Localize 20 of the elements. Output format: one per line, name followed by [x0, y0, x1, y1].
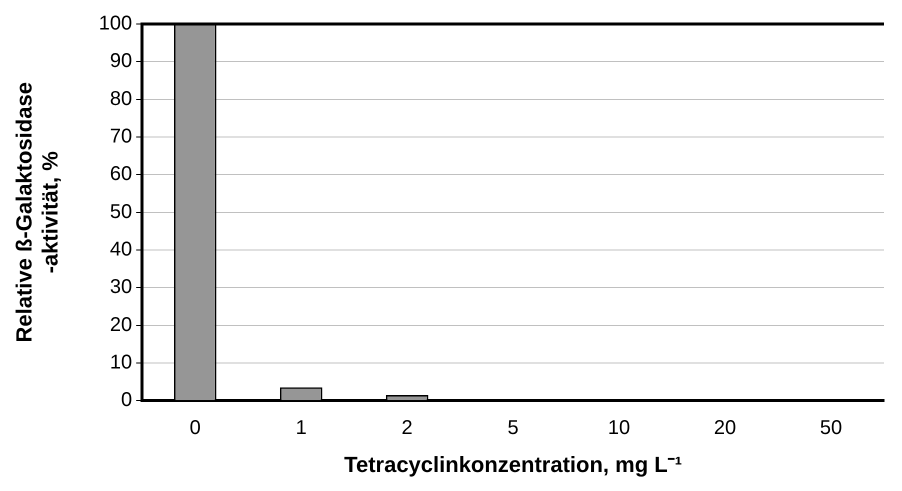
x-tick-label: 10 — [608, 417, 630, 440]
y-tick-label: 60 — [110, 163, 132, 186]
y-tick-label: 70 — [110, 125, 132, 148]
x-axis-title: Tetracyclinkonzentration, mg L⁻¹ — [344, 452, 682, 477]
x-tick-label: 20 — [714, 417, 736, 440]
y-tick-label: 80 — [110, 88, 132, 110]
x-tick-label: 0 — [190, 417, 201, 440]
y-axis-title: Relative ß-Galaktosidase -aktivität, % — [11, 82, 63, 343]
y-tick-label: 50 — [110, 200, 132, 223]
x-tick-label: 50 — [820, 417, 842, 440]
y-tick-label: 10 — [110, 351, 132, 374]
y-tick-label: 30 — [110, 276, 132, 298]
x-tick-label: 2 — [402, 417, 413, 440]
x-tick-label: 1 — [296, 417, 307, 440]
y-tick-label: 0 — [121, 389, 132, 412]
y-tick-label: 40 — [110, 238, 132, 260]
y-tick-label: 100 — [98, 12, 132, 35]
y-tick-label: 20 — [110, 314, 132, 336]
y-tick-label: 90 — [110, 50, 132, 72]
x-tick-label: 5 — [508, 417, 519, 440]
